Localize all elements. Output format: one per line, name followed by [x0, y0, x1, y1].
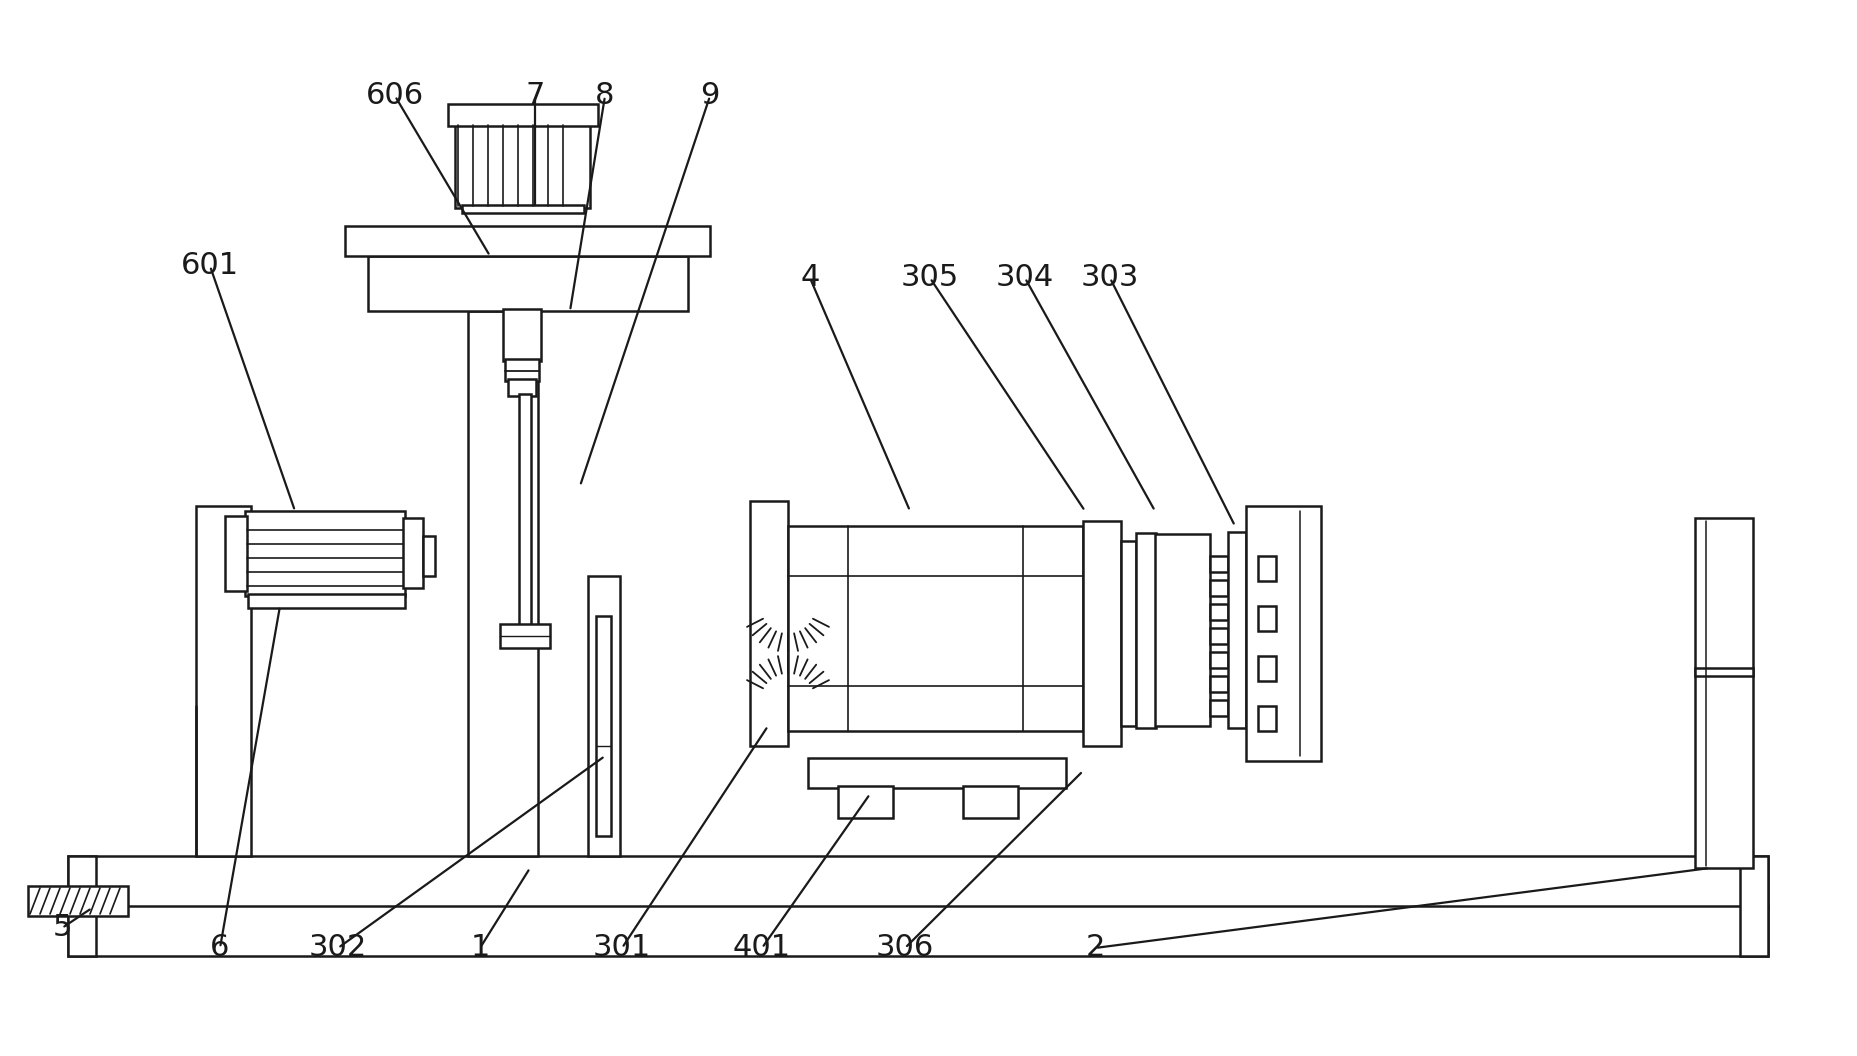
Bar — [750, 501, 787, 746]
Bar — [787, 526, 1083, 731]
Bar — [1246, 506, 1320, 761]
Bar — [1227, 532, 1246, 728]
Bar — [507, 379, 535, 396]
Bar — [423, 536, 435, 576]
Bar — [1209, 676, 1227, 692]
Bar — [345, 226, 709, 256]
Bar — [368, 256, 687, 312]
Bar — [1120, 541, 1135, 727]
Bar — [962, 786, 1018, 818]
Text: 5: 5 — [52, 913, 72, 943]
Bar — [808, 758, 1066, 788]
Bar — [1155, 534, 1209, 727]
Bar — [1257, 706, 1276, 731]
Text: 305: 305 — [901, 264, 958, 293]
Bar — [69, 856, 97, 956]
Bar — [195, 506, 251, 856]
Text: 601: 601 — [180, 251, 240, 281]
Text: 6: 6 — [210, 934, 230, 962]
Text: 401: 401 — [732, 934, 791, 962]
Bar — [69, 856, 1768, 908]
Text: 4: 4 — [800, 264, 819, 293]
Bar — [596, 616, 611, 836]
Text: 1: 1 — [470, 934, 490, 962]
Bar — [247, 593, 405, 608]
Bar — [587, 576, 620, 856]
Text: 301: 301 — [592, 934, 650, 962]
Bar — [28, 886, 128, 916]
Text: 304: 304 — [995, 264, 1053, 293]
Bar — [1209, 628, 1227, 644]
Bar — [1694, 518, 1751, 868]
Bar — [1209, 580, 1227, 596]
Bar — [403, 518, 423, 588]
Bar — [1209, 604, 1227, 620]
Bar — [1738, 856, 1768, 956]
Bar — [505, 359, 539, 381]
Bar — [518, 394, 531, 626]
Bar — [1209, 652, 1227, 668]
Text: 306: 306 — [875, 934, 934, 962]
Text: 7: 7 — [526, 81, 544, 111]
Bar — [500, 624, 550, 648]
Bar — [468, 312, 539, 856]
Bar — [503, 309, 540, 361]
Text: 8: 8 — [594, 81, 615, 111]
Bar — [225, 516, 247, 591]
Bar — [1209, 700, 1227, 716]
Bar — [1135, 533, 1155, 728]
Bar — [1694, 668, 1751, 676]
Bar — [1083, 521, 1120, 746]
Bar — [455, 122, 591, 208]
Text: 9: 9 — [700, 81, 719, 111]
Text: 302: 302 — [308, 934, 368, 962]
Text: 606: 606 — [366, 81, 423, 111]
Bar — [1257, 656, 1276, 681]
Bar — [1209, 557, 1227, 572]
Bar — [245, 511, 405, 596]
Bar — [838, 786, 893, 818]
Text: 2: 2 — [1084, 934, 1105, 962]
Bar — [69, 906, 1768, 956]
Bar — [462, 205, 583, 213]
Bar — [1257, 557, 1276, 581]
Bar — [448, 103, 598, 126]
Text: 303: 303 — [1081, 264, 1138, 293]
Bar — [1257, 606, 1276, 631]
